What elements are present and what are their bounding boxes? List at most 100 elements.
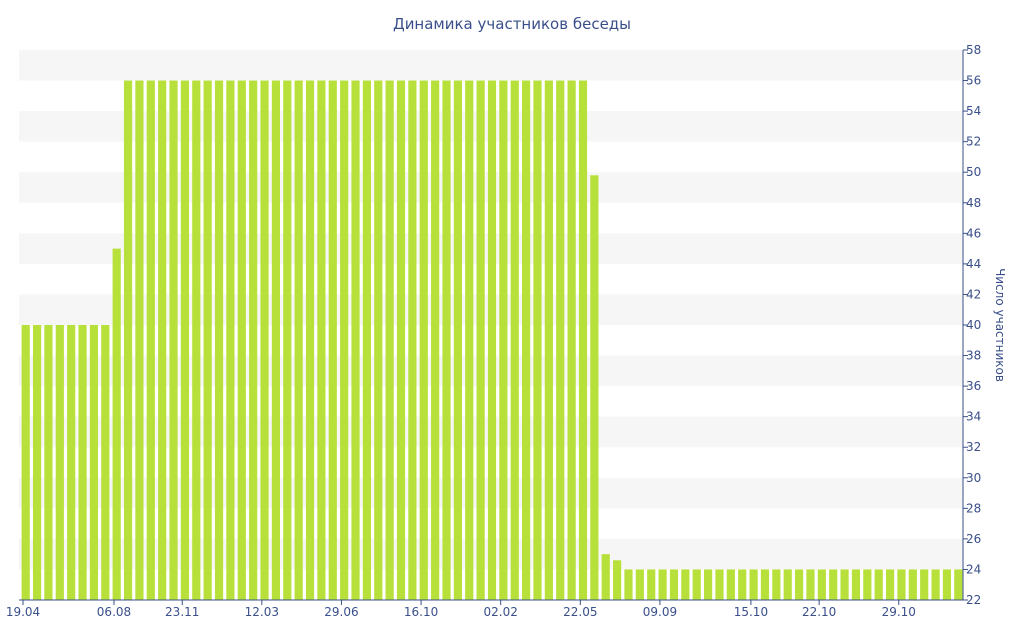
bar (715, 569, 724, 600)
bar (226, 80, 235, 601)
bar (658, 569, 667, 600)
bar (692, 569, 701, 600)
bar (431, 80, 440, 601)
bar (510, 80, 519, 601)
bar (44, 325, 53, 600)
bar (169, 80, 178, 601)
y-tick-label: 52 (966, 135, 981, 149)
bar (897, 569, 906, 600)
y-tick-label: 30 (966, 471, 981, 485)
bar (101, 325, 110, 600)
x-tick-label: 22.05 (563, 605, 597, 619)
bar (851, 569, 861, 600)
bar (408, 80, 417, 601)
bar (704, 569, 713, 600)
x-tick-label: 19.04 (6, 605, 40, 619)
bar-series (21, 80, 963, 601)
y-tick-label: 48 (966, 196, 981, 210)
bar (760, 569, 770, 600)
bar (351, 80, 360, 601)
y-tick-label: 46 (966, 226, 981, 240)
bar (681, 569, 690, 600)
y-tick-label: 34 (966, 410, 981, 424)
x-tick-label: 22.10 (802, 605, 836, 619)
x-tick-label: 16.10 (404, 605, 438, 619)
bar (271, 80, 280, 601)
bar (442, 80, 451, 601)
bar (374, 80, 383, 601)
bar (453, 80, 462, 601)
bar (738, 569, 747, 600)
bar (920, 569, 929, 600)
bar (89, 325, 99, 600)
bar (419, 80, 428, 601)
bar (465, 80, 474, 601)
bar (123, 80, 133, 601)
bar (647, 569, 656, 600)
y-tick-label: 40 (966, 318, 981, 332)
x-axis: 19.04 06.08 23.11 12.03 29.06 16.10 02.02 22.05… (6, 599, 963, 619)
bar (283, 80, 292, 601)
bar (146, 80, 155, 601)
bar (954, 569, 963, 600)
y-axis-label: Число участников (993, 268, 1007, 382)
bar (635, 569, 644, 600)
bar (487, 80, 497, 601)
bar (32, 325, 42, 600)
y-tick-label: 56 (966, 74, 981, 88)
x-tick-label: 09.09 (643, 605, 677, 619)
y-tick-label: 44 (966, 257, 981, 271)
y-tick-label: 38 (966, 349, 981, 363)
y-tick-label: 22 (966, 593, 981, 607)
bar (78, 325, 87, 600)
x-tick-label: 29.06 (324, 605, 358, 619)
bar (840, 569, 849, 600)
bar (669, 569, 679, 600)
bar (613, 560, 622, 600)
bar (249, 80, 258, 601)
y-axis: 22 24 26 28 30 32 34 36 38 40 42 44 46 48 50 52 54 56 58 (962, 43, 981, 607)
bar (21, 325, 30, 600)
bar (396, 80, 406, 601)
bar (237, 80, 246, 601)
bar (556, 80, 565, 601)
y-tick-label: 28 (966, 501, 981, 515)
bar (578, 80, 588, 601)
x-tick-label: 12.03 (245, 605, 279, 619)
bar (817, 569, 826, 600)
bar (112, 248, 121, 600)
bar (385, 80, 394, 601)
grid-band (19, 50, 963, 81)
bar (203, 80, 212, 601)
x-tick-label: 29.10 (882, 605, 916, 619)
bar (908, 569, 917, 600)
bar (67, 325, 76, 600)
y-tick-label: 42 (966, 287, 981, 301)
bar (601, 554, 610, 600)
y-tick-label: 24 (966, 562, 981, 576)
bar (829, 569, 838, 600)
bar (942, 569, 952, 600)
bar (567, 80, 576, 601)
bar (874, 569, 883, 600)
y-tick-label: 36 (966, 379, 981, 393)
bar (180, 80, 190, 601)
bar (522, 80, 531, 601)
bar (726, 569, 735, 600)
bar (260, 80, 269, 601)
bar (885, 569, 895, 600)
bar (794, 569, 804, 600)
y-tick-label: 54 (966, 104, 981, 118)
bar (772, 569, 781, 600)
y-tick-label: 50 (966, 165, 981, 179)
y-tick-label: 58 (966, 43, 981, 57)
bar (192, 80, 201, 601)
bar (783, 569, 792, 600)
y-tick-label: 26 (966, 532, 981, 546)
bar (476, 80, 485, 601)
bar (135, 80, 144, 601)
bar (749, 569, 758, 600)
bar (362, 80, 371, 601)
bar (328, 80, 337, 601)
